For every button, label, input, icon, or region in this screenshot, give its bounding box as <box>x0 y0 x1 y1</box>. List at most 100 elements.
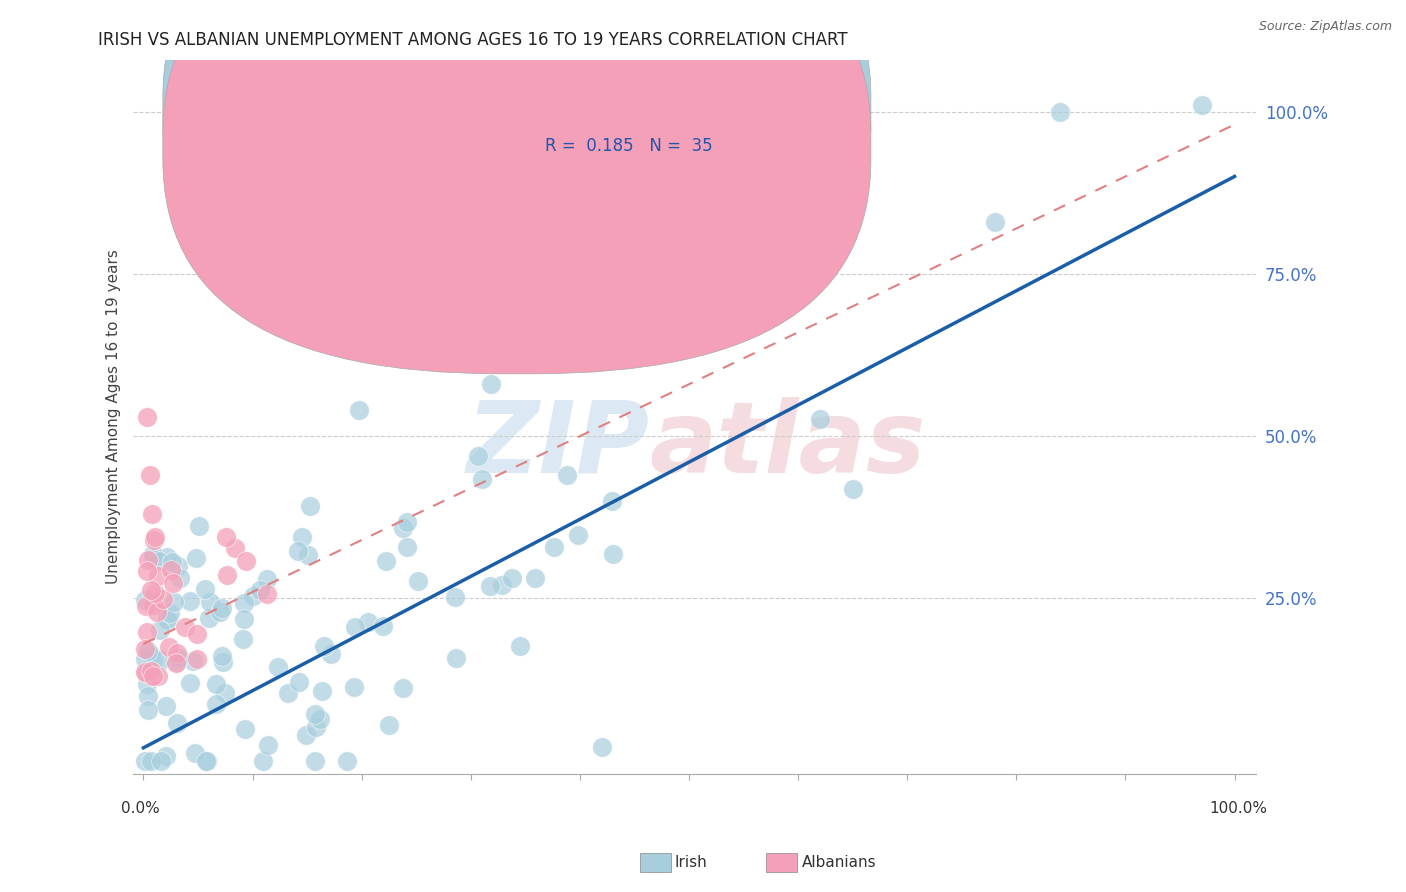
Point <box>291 530 314 544</box>
Point <box>156 613 179 627</box>
Point <box>139 664 162 678</box>
Point <box>347 403 370 417</box>
Point <box>152 592 174 607</box>
Point <box>149 754 172 768</box>
Point <box>444 651 467 665</box>
Point <box>138 703 160 717</box>
Point <box>135 409 157 424</box>
Point <box>160 555 183 569</box>
Point <box>471 472 494 486</box>
Point <box>143 533 166 547</box>
Text: Albanians: Albanians <box>801 855 876 870</box>
Point <box>162 575 184 590</box>
Point <box>166 646 188 660</box>
Point <box>200 595 222 609</box>
Point <box>267 660 290 674</box>
Point <box>256 572 278 586</box>
Point <box>156 612 179 626</box>
Point <box>139 468 162 483</box>
Text: IRISH VS ALBANIAN UNEMPLOYMENT AMONG AGES 16 TO 19 YEARS CORRELATION CHART: IRISH VS ALBANIAN UNEMPLOYMENT AMONG AGE… <box>98 31 848 49</box>
Point <box>142 669 165 683</box>
Point <box>166 655 188 669</box>
Point <box>136 690 159 704</box>
Point <box>336 754 359 768</box>
Point <box>136 644 159 658</box>
Point <box>491 578 513 592</box>
Point <box>375 554 398 568</box>
Point <box>139 582 162 597</box>
Text: R = 0.669   N = 105: R = 0.669 N = 105 <box>546 102 713 120</box>
Point <box>983 215 1005 229</box>
Text: 0.0%: 0.0% <box>121 801 160 816</box>
Point <box>319 647 342 661</box>
Point <box>232 596 254 610</box>
Text: Irish: Irish <box>675 855 707 870</box>
Point <box>371 619 394 633</box>
Point <box>479 579 502 593</box>
Point <box>134 665 156 679</box>
Point <box>309 713 332 727</box>
Point <box>142 653 165 667</box>
Point <box>135 599 157 613</box>
Point <box>224 541 246 556</box>
Point <box>304 754 326 768</box>
Point <box>443 590 465 604</box>
Point <box>252 754 274 768</box>
Point <box>242 590 264 604</box>
Point <box>141 648 163 662</box>
Text: R =  0.185   N =  35: R = 0.185 N = 35 <box>546 137 713 155</box>
Point <box>304 706 326 721</box>
Point <box>135 677 157 691</box>
FancyBboxPatch shape <box>163 0 870 374</box>
Point <box>135 665 157 680</box>
Point <box>298 500 321 514</box>
Point <box>188 519 211 533</box>
FancyBboxPatch shape <box>163 0 870 338</box>
Point <box>205 697 228 711</box>
Point <box>141 754 163 768</box>
Point <box>256 587 278 601</box>
Text: ZIP: ZIP <box>467 397 650 494</box>
Point <box>150 653 173 667</box>
Point <box>294 728 316 742</box>
Point <box>145 530 167 544</box>
Point <box>591 739 613 754</box>
Point <box>146 669 169 683</box>
Point <box>205 676 228 690</box>
Point <box>186 627 208 641</box>
Point <box>567 528 589 542</box>
Point <box>211 601 233 615</box>
Point <box>543 540 565 554</box>
Point <box>181 654 204 668</box>
Point <box>217 568 239 582</box>
Point <box>134 652 156 666</box>
Point <box>287 674 309 689</box>
Point <box>134 641 156 656</box>
Point <box>194 582 217 597</box>
Point <box>211 655 233 669</box>
Point <box>195 754 218 768</box>
Y-axis label: Unemployment Among Ages 16 to 19 years: Unemployment Among Ages 16 to 19 years <box>107 249 121 584</box>
Point <box>602 547 624 561</box>
Point <box>479 377 502 392</box>
Point <box>142 669 165 683</box>
Point <box>808 412 831 426</box>
Point <box>167 651 190 665</box>
Point <box>305 720 328 734</box>
Point <box>1049 104 1071 119</box>
Point <box>214 530 236 544</box>
Point <box>155 748 177 763</box>
Point <box>157 640 180 654</box>
Point <box>149 624 172 638</box>
Point <box>257 738 280 752</box>
Point <box>392 521 415 535</box>
Point <box>136 552 159 566</box>
Point <box>142 551 165 566</box>
Point <box>312 640 335 654</box>
Point <box>408 574 430 588</box>
Point <box>160 563 183 577</box>
Point <box>214 686 236 700</box>
Point <box>148 569 170 583</box>
Point <box>165 656 187 670</box>
Point <box>378 718 401 732</box>
